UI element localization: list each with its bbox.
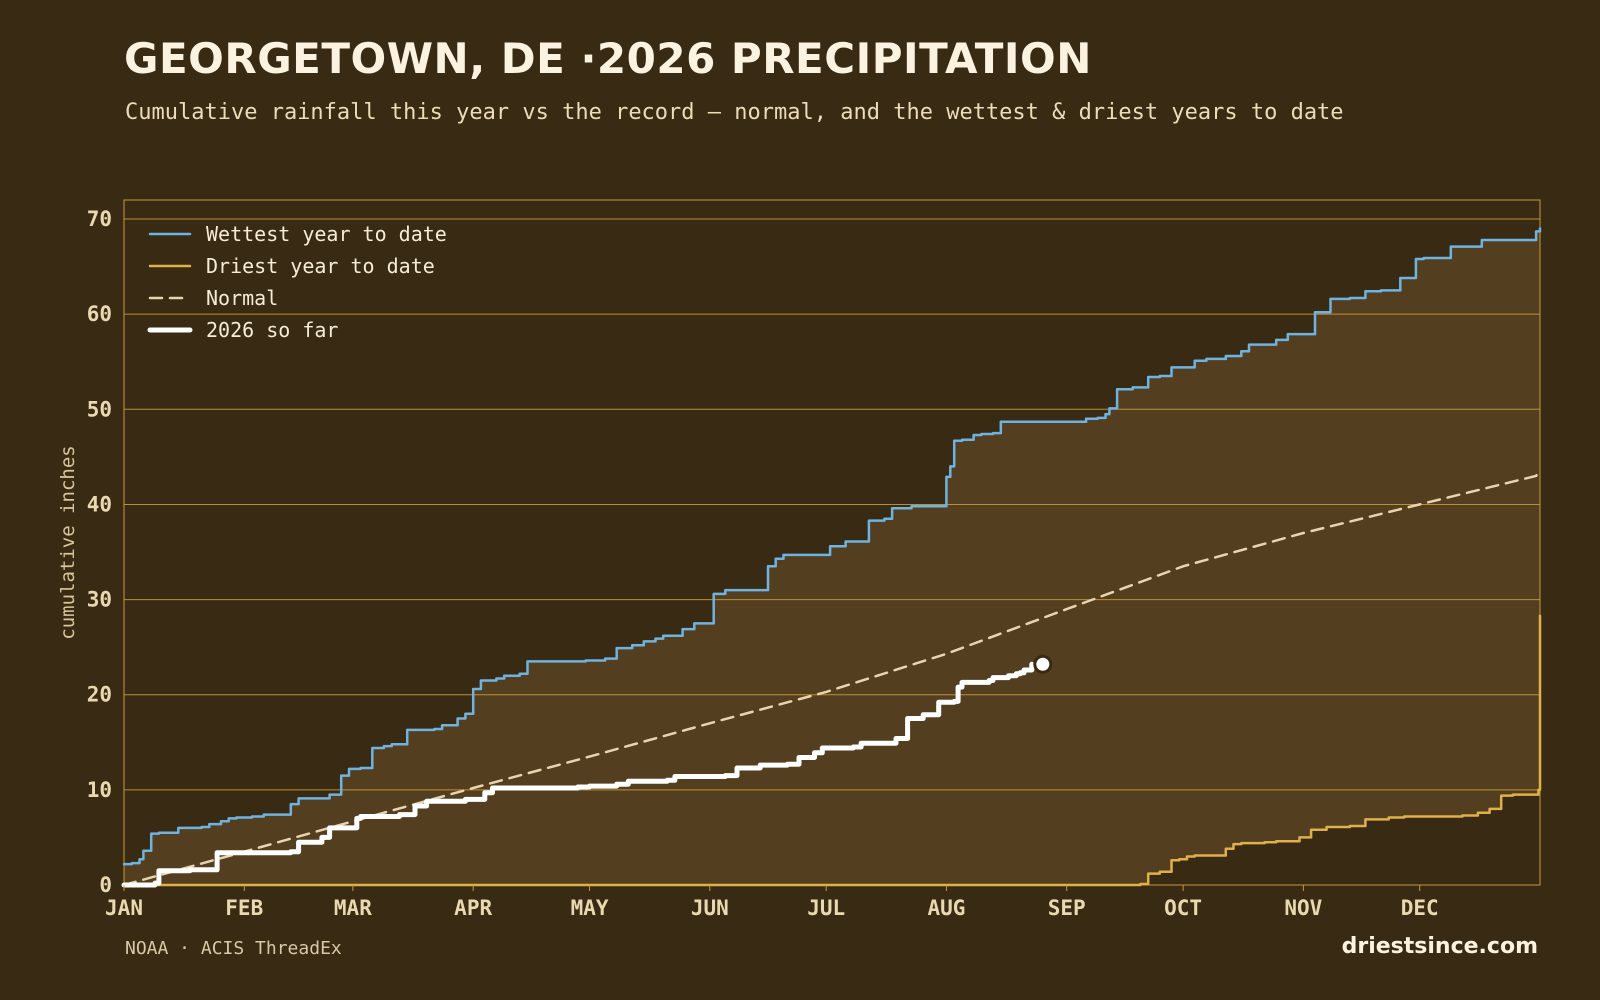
x-tick-label: MAR	[334, 896, 372, 920]
y-tick-label: 10	[87, 778, 112, 802]
y-axis-label: cumulative inches	[57, 445, 79, 639]
band-layer	[124, 228, 1540, 885]
series-layer	[121, 227, 1542, 888]
x-tick-label: NOV	[1284, 896, 1322, 920]
x-tick-label: MAY	[571, 896, 609, 920]
x-tick-label: JUL	[807, 896, 845, 920]
driest-line	[122, 614, 1542, 887]
y-tick-label: 20	[87, 683, 112, 707]
x-tick-label: APR	[454, 896, 492, 920]
y-tick-label: 30	[87, 588, 112, 612]
y-tick-label: 60	[87, 302, 112, 326]
data-source: NOAA · ACIS ThreadEx	[125, 938, 342, 959]
x-tick-label: FEB	[225, 896, 263, 920]
legend-label: Normal	[206, 286, 278, 310]
normal-line	[122, 467, 1542, 887]
y-tick-label: 70	[87, 207, 112, 231]
x-tick-label: JUN	[691, 896, 729, 920]
range-band	[124, 228, 1540, 885]
current-year-line	[121, 661, 1035, 888]
legend: Wettest year to date Driest year to date N…	[147, 222, 447, 342]
site-url[interactable]: driestsince.com	[1341, 934, 1538, 959]
y-tick-label: 50	[87, 397, 112, 421]
y-tick-label: 40	[87, 492, 112, 516]
axis-layer: 0 10 20 30 40 50 60 70 JAN FEB MAR APR MAY JUN JUL AUG S…	[57, 207, 1439, 920]
x-tick-label: SEP	[1048, 896, 1086, 920]
chart-subtitle: Cumulative rainfall this year vs the rec…	[125, 100, 1344, 125]
x-tick-label: AUG	[927, 896, 965, 920]
chart-title: GEORGETOWN, DE ·2026 PRECIPITATION	[124, 34, 1092, 83]
current-marker	[1033, 654, 1053, 674]
legend-label: Wettest year to date	[206, 222, 447, 246]
x-tick-label: OCT	[1164, 896, 1202, 920]
wettest-line	[122, 227, 1542, 866]
legend-label: Driest year to date	[206, 254, 435, 278]
x-tick-label: JAN	[105, 896, 143, 920]
legend-label: 2026 so far	[206, 318, 338, 342]
x-tick-label: DEC	[1401, 896, 1439, 920]
y-tick-label: 0	[99, 873, 112, 897]
